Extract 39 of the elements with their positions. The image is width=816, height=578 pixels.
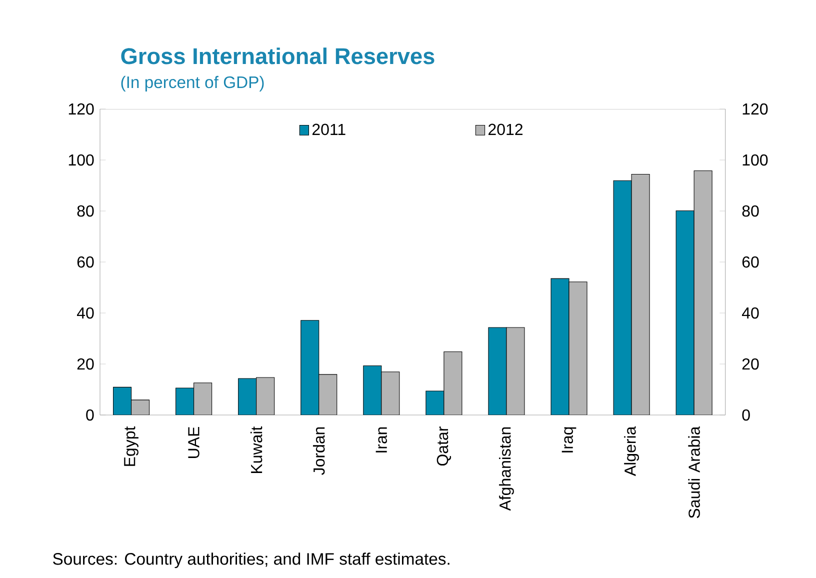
y-tick-label: 60 xyxy=(77,256,94,268)
y-tick-label: 120 xyxy=(68,103,94,115)
x-tick-label: Egypt xyxy=(124,426,138,466)
source-note: Sources: Country authorities; and IMF staff estimates. xyxy=(53,552,450,568)
y2-tick-label: 0 xyxy=(742,409,750,421)
x-tick-label: Algeria xyxy=(624,426,639,476)
bar xyxy=(568,282,588,415)
y-tick-label: 0 xyxy=(86,409,94,421)
y-tick-label: 80 xyxy=(77,205,94,217)
legend-label: 2012 xyxy=(488,124,522,136)
y-tick-label: 20 xyxy=(77,358,94,370)
x-tick-label: Iraq xyxy=(562,427,576,452)
bar xyxy=(131,400,150,415)
chart-title: Gross International Reserves xyxy=(121,48,434,64)
x-tick-label: Kuwait xyxy=(250,426,262,473)
chart-subtitle: (In percent of GDP) xyxy=(121,76,264,92)
y2-tick-label: 60 xyxy=(742,256,759,268)
x-tick-label: Iran xyxy=(376,427,387,452)
x-tick-label: Jordan xyxy=(313,427,325,475)
x-tick-label: Saudi Arabia xyxy=(688,426,700,518)
bar xyxy=(694,170,712,415)
y2-tick-label: 100 xyxy=(742,154,768,166)
bar xyxy=(631,174,650,415)
y2-tick-label: 20 xyxy=(742,358,759,370)
y-tick-label: 40 xyxy=(76,307,94,319)
bar xyxy=(318,374,338,415)
bar xyxy=(256,377,275,415)
x-tick-label: UAE xyxy=(188,426,200,458)
bar xyxy=(444,351,462,415)
x-tick-label: Qatar xyxy=(436,426,452,466)
bar xyxy=(381,372,400,415)
y2-tick-label: 40 xyxy=(742,307,759,319)
y-tick-label: 100 xyxy=(68,154,94,166)
legend-label: 2011 xyxy=(312,124,346,136)
bar xyxy=(506,327,525,415)
bar xyxy=(194,382,212,415)
y2-tick-label: 120 xyxy=(742,103,768,115)
y2-tick-label: 80 xyxy=(742,205,759,217)
x-tick-label: Afghanistan xyxy=(499,427,514,511)
